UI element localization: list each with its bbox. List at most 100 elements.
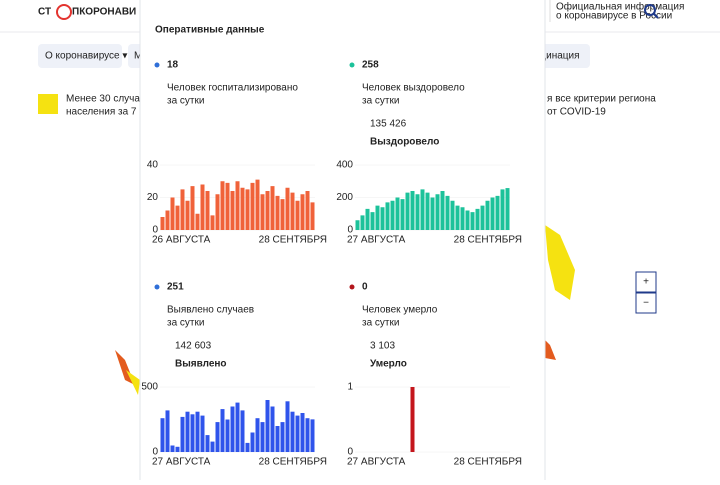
bar: [255, 179, 260, 230]
total-label: Выздоровело: [370, 137, 439, 148]
bar: [230, 406, 235, 452]
bar: [240, 410, 245, 452]
bar: [380, 207, 385, 230]
logo-blue: ПКОРОНАВИ: [72, 7, 136, 18]
bar: [405, 192, 410, 230]
bar: [430, 197, 435, 230]
bar: [375, 205, 380, 230]
stat-label: за сутки: [167, 96, 204, 107]
bar: [460, 207, 465, 230]
bar: [230, 191, 235, 230]
bar: [185, 200, 190, 230]
zoom-label: −: [643, 298, 649, 309]
bar: [250, 182, 255, 230]
bar: [185, 411, 190, 452]
zoom-in[interactable]: [635, 271, 657, 293]
y-tick-label: 1: [347, 382, 353, 393]
stat-label: Человек выздоровело: [362, 83, 465, 94]
bar: [295, 415, 300, 452]
total-label: Умерло: [370, 359, 407, 370]
y-tick-label: 0: [152, 447, 158, 458]
y-tick-label: 400: [336, 160, 353, 171]
bar: [445, 195, 450, 230]
total-value: 142 603: [175, 341, 212, 352]
bar: [225, 419, 230, 452]
bar: [295, 200, 300, 230]
x-label: 27 АВГУСТА: [347, 457, 406, 468]
bar: [415, 194, 420, 230]
y-tick-label: 500: [141, 382, 158, 393]
logo-icon: [56, 4, 72, 20]
y-tick-label: 200: [336, 192, 353, 203]
total-value: 3 103: [370, 341, 395, 352]
bar: [435, 194, 440, 230]
status-dot: [154, 62, 160, 68]
bar: [215, 422, 220, 452]
search-icon[interactable]: [644, 4, 656, 16]
bar: [400, 199, 405, 230]
bar: [200, 415, 205, 452]
map-region: [545, 225, 575, 300]
bar: [505, 188, 510, 230]
bar: [180, 416, 185, 452]
bar: [500, 189, 505, 230]
bar: [170, 445, 175, 452]
status-dot: [349, 284, 355, 290]
bar: [410, 191, 415, 230]
bar: [180, 189, 185, 230]
bar: [285, 187, 290, 230]
stat-value: 251: [167, 282, 184, 293]
bar: [455, 205, 460, 230]
status-dot: [349, 62, 355, 68]
search-icon[interactable]: [653, 13, 659, 19]
bar: [200, 184, 205, 230]
bar: [310, 419, 315, 452]
y-tick-label: 0: [347, 447, 353, 458]
bar: [285, 401, 290, 452]
data-panel: [139, 0, 546, 485]
bar: [275, 426, 280, 452]
bar: [370, 212, 375, 230]
y-tick-label: 20: [147, 192, 159, 203]
bar: [210, 215, 215, 230]
bar: [395, 197, 400, 230]
x-label: 28 СЕНТЯБРЯ: [259, 235, 327, 246]
bar: [300, 194, 305, 230]
bar: [450, 200, 455, 230]
x-label: 26 АВГУСТА: [152, 235, 211, 246]
nav-label: кцинация: [536, 51, 580, 62]
bar: [360, 215, 365, 230]
bar: [280, 199, 285, 230]
info: Официальная информация: [556, 1, 684, 13]
bar: [290, 411, 295, 452]
bar: [220, 409, 225, 452]
bar: [270, 406, 275, 452]
bar: [420, 189, 425, 230]
y-tick-label: 40: [147, 160, 159, 171]
stat-label: Человек умерло: [362, 305, 438, 316]
bar: [365, 208, 370, 230]
bar: [165, 210, 170, 230]
bar: [305, 418, 310, 452]
zoom-out[interactable]: [635, 292, 657, 314]
bar: [195, 213, 200, 230]
bar: [470, 212, 475, 230]
bar: [160, 418, 165, 452]
total-label: Выявлено: [175, 359, 227, 370]
bar: [275, 195, 280, 230]
bar: [235, 181, 240, 230]
x-label: 28 СЕНТЯБРЯ: [454, 457, 522, 468]
bar: [235, 402, 240, 452]
bar: [495, 195, 500, 230]
legend-text: населения за 7 су: [66, 107, 149, 118]
x-label: 28 СЕНТЯБРЯ: [454, 235, 522, 246]
bar: [225, 182, 230, 230]
x-label: 27 АВГУСТА: [347, 235, 406, 246]
cards: 18 Человек госпитализировано за сутки 0 20 40…: [141, 60, 522, 468]
note-text: от COVID-19: [547, 107, 606, 118]
nav-button[interactable]: [38, 44, 122, 68]
bar: [305, 191, 310, 230]
bar: [485, 200, 490, 230]
bar: [410, 387, 415, 452]
bar: [475, 208, 480, 230]
